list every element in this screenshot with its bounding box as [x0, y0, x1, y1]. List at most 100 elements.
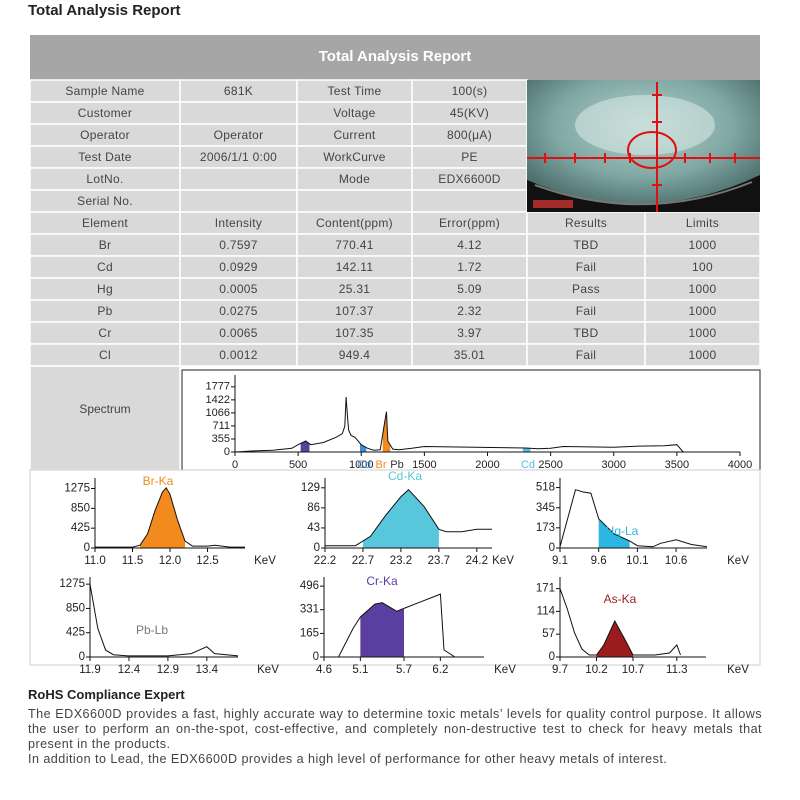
y-tick-label: 129 — [301, 482, 320, 494]
x-tick-label: 12.4 — [118, 664, 141, 676]
cell-text: Voltage — [333, 106, 375, 120]
peak-fill — [598, 518, 630, 548]
x-unit: KeV — [492, 555, 514, 567]
peak-label: Hg-La — [606, 524, 639, 538]
cell-text: Sample Name — [65, 84, 144, 98]
cell-text: 1.72 — [457, 260, 482, 274]
cell-text: Test Time — [327, 84, 381, 98]
x-tick-label: 10.7 — [622, 664, 644, 676]
cell-text: Test Date — [78, 150, 131, 164]
x-tick-label: 11.5 — [122, 555, 144, 567]
y-tick-label: 0 — [314, 542, 320, 554]
cell-text: Operator — [80, 128, 130, 142]
cell-text: Error(ppm) — [439, 216, 500, 230]
y-tick-label: 0 — [549, 542, 555, 554]
paragraph: In addition to Lead, the EDX6600D provid… — [28, 752, 668, 766]
table-cell — [179, 101, 298, 125]
peak-label: Cr-Ka — [366, 574, 398, 588]
y-tick-label: 425 — [71, 522, 90, 534]
cell-text: Operator — [214, 128, 264, 142]
cell-text: Intensity — [215, 216, 262, 230]
x-tick-label: 11.0 — [84, 555, 106, 567]
y-tick-label: 711 — [212, 420, 230, 432]
y-tick-label: 1275 — [64, 483, 90, 495]
y-tick-label: 0 — [84, 542, 90, 554]
y-tick-label: 114 — [537, 605, 556, 617]
cell-text: Fail — [576, 304, 597, 318]
y-tick-label: 518 — [536, 482, 555, 494]
cell-text: Limits — [686, 216, 719, 230]
cell-text: 45(KV) — [450, 106, 489, 120]
y-tick-label: 496 — [300, 580, 319, 592]
cell-text: PE — [461, 150, 478, 164]
cell-text: 35.01 — [454, 348, 486, 362]
x-tick-label: 11.3 — [666, 664, 688, 676]
x-tick-label: 13.4 — [196, 664, 219, 676]
spectrum-frame — [181, 369, 761, 471]
y-tick-label: 43 — [307, 522, 320, 534]
table-header — [30, 35, 760, 80]
cell-text: 1000 — [689, 282, 717, 296]
x-unit: KeV — [727, 555, 749, 567]
spectrum-line — [234, 396, 740, 453]
cell-text: Fail — [576, 260, 597, 274]
y-tick-label: 425 — [66, 627, 85, 639]
cell-text: Mode — [339, 172, 370, 186]
y-tick-label: 355 — [212, 433, 230, 445]
x-unit: KeV — [254, 555, 276, 567]
table-cell — [179, 167, 298, 191]
peak-fill — [140, 487, 185, 548]
cell-text: 0.0005 — [219, 282, 258, 296]
peak-fill — [360, 602, 404, 657]
x-tick-label: 3500 — [665, 459, 689, 471]
cell-text: 0.0275 — [219, 304, 258, 318]
cell-text: Element — [82, 216, 128, 230]
cell-text: Pb — [97, 304, 112, 318]
y-tick-label: 331 — [300, 604, 319, 616]
spectrum-line — [95, 486, 245, 548]
cell-text: 100(s) — [452, 84, 488, 98]
x-unit: KeV — [727, 664, 749, 676]
x-tick-label: 4.6 — [316, 664, 332, 676]
cell-text: 107.35 — [335, 326, 374, 340]
x-tick-label: 3000 — [602, 459, 626, 471]
cell-text: Spectrum — [79, 402, 130, 416]
x-tick-label: 9.6 — [591, 555, 607, 567]
x-tick-label: 0 — [232, 459, 238, 471]
x-tick-label: 1000 — [349, 459, 373, 471]
x-tick-label: 6.2 — [432, 664, 448, 676]
cell-text: 800(μA) — [447, 128, 492, 142]
y-tick-label: 0 — [79, 651, 85, 663]
element-label: Cd — [357, 459, 371, 471]
table-title: Total Analysis Report — [319, 48, 472, 65]
y-tick-label: 57 — [542, 628, 555, 640]
x-tick-label: 9.1 — [552, 555, 568, 567]
cell-text: 0.0012 — [219, 348, 258, 362]
x-tick-label: 10.2 — [585, 664, 607, 676]
y-tick-label: 345 — [536, 502, 555, 514]
y-tick-label: 165 — [300, 627, 319, 639]
cell-text: Current — [333, 128, 375, 142]
cell-text: 142.11 — [336, 260, 374, 274]
cell-text: 0.0065 — [219, 326, 258, 340]
x-tick-label: 24.2 — [466, 555, 488, 567]
cell-text: Br — [99, 238, 112, 252]
cell-text: 100 — [692, 260, 713, 274]
spectrum-line — [325, 488, 492, 547]
spectrum-line — [89, 584, 239, 657]
peak-label: Br-Ka — [143, 474, 174, 488]
cell-text: 0.7597 — [219, 238, 258, 252]
cell-text: TBD — [574, 238, 599, 252]
x-tick-label: 4000 — [728, 459, 752, 471]
cell-text: EDX6600D — [438, 172, 500, 186]
cell-text: Cd — [97, 260, 113, 274]
cell-text: Cl — [99, 348, 111, 362]
x-unit: KeV — [257, 664, 279, 676]
x-tick-label: 2000 — [475, 459, 499, 471]
cell-text: Hg — [97, 282, 113, 296]
footer-body: The EDX6600D provides a fast, highly acc… — [28, 707, 762, 767]
y-tick-label: 1777 — [206, 381, 230, 393]
peak-fill — [522, 447, 531, 452]
x-tick-label: 11.9 — [79, 664, 101, 676]
